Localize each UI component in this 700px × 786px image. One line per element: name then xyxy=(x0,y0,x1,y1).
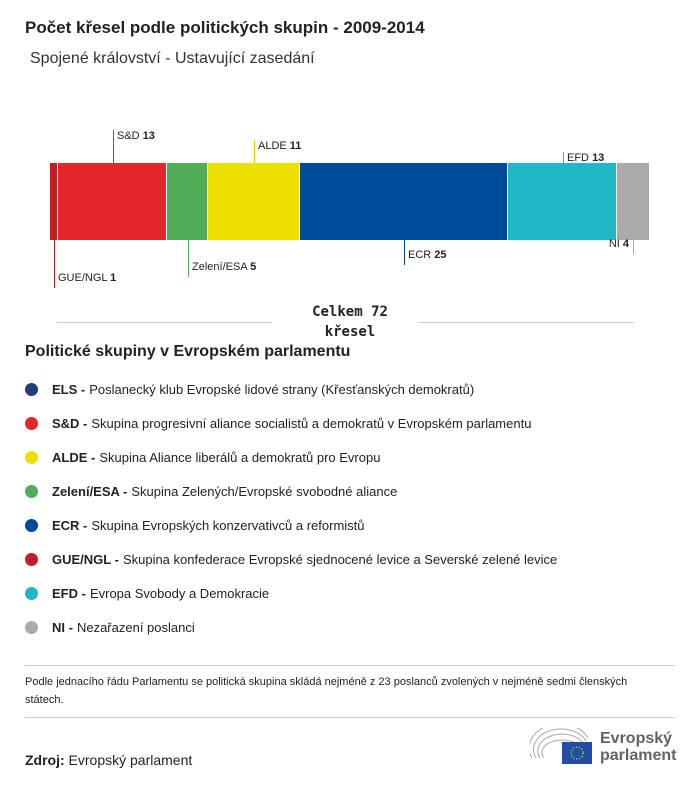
legend-abbr: ELS - xyxy=(52,381,86,397)
label-category: Zelení/ESA xyxy=(192,261,251,273)
legend-item: EFD - Evropa Svobody a Demokracie xyxy=(25,576,557,610)
legend-item: S&D - Skupina progresivní aliance sociali… xyxy=(25,406,557,440)
page-subtitle: Spojené království - Ustavující zasedání xyxy=(30,50,315,67)
bar-segment-guengl xyxy=(50,163,59,240)
legend-abbr: ALDE - xyxy=(52,449,96,465)
label-category: ECR xyxy=(408,249,435,261)
data-label: GUE/NGL 1 xyxy=(58,272,116,284)
ep-logo: Evropský parlament xyxy=(530,728,676,766)
bar-segment-alde xyxy=(208,163,300,240)
source-label: Zdroj: xyxy=(25,752,65,768)
legend-text: Evropa Svobody a Demokracie xyxy=(89,585,270,601)
legend-text: Skupina Aliance liberálů a demokratů pro… xyxy=(99,449,381,465)
divider xyxy=(418,322,634,323)
label-value: 13 xyxy=(592,152,605,164)
legend-swatch-icon xyxy=(25,552,38,566)
legend-swatch-icon xyxy=(25,450,38,464)
label-category: EFD xyxy=(567,152,593,164)
bar-segment-zelenesa xyxy=(166,163,209,240)
legend-abbr: NI - xyxy=(52,619,73,635)
legend-text: Skupina Zelených/Evropské svobodné alian… xyxy=(131,483,398,499)
leader-line xyxy=(113,130,114,163)
data-label: S&D 13 xyxy=(117,130,155,142)
label-value: 5 xyxy=(250,261,257,273)
divider xyxy=(57,322,272,323)
parliament-emblem-icon xyxy=(530,728,592,764)
legend-text: Skupina konfederace Evropské sjednocené … xyxy=(122,551,558,567)
label-category: GUE/NGL xyxy=(58,272,111,284)
data-label: NI 4 xyxy=(609,238,629,250)
leader-line xyxy=(254,140,255,163)
data-label: ALDE 11 xyxy=(258,140,301,152)
legend-swatch-icon xyxy=(25,586,38,600)
label-category: NI xyxy=(608,238,623,250)
legend-text: Nezařazení poslanci xyxy=(76,619,195,635)
legend-abbr: S&D - xyxy=(52,415,88,431)
leader-line xyxy=(54,240,55,288)
label-value: 13 xyxy=(142,130,155,142)
total-label: Celkem 72 křesel xyxy=(312,304,388,340)
divider xyxy=(25,717,675,718)
label-value: 4 xyxy=(622,238,629,250)
bar-segment-ni xyxy=(616,163,650,240)
legend-abbr: ECR - xyxy=(52,517,88,533)
legend: ELS - Poslanecký klub Evropské lidové str… xyxy=(25,372,557,644)
logo-line2: parlament xyxy=(600,747,677,764)
legend-item: GUE/NGL - Skupina konfederace Evropské sj… xyxy=(25,542,557,576)
data-label: Zelení/ESA 5 xyxy=(192,261,256,273)
leader-line xyxy=(404,240,405,265)
leader-line xyxy=(633,240,634,254)
label-category: S&D xyxy=(117,130,143,142)
bar-segment-sd xyxy=(58,163,167,240)
legend-text: Poslanecký klub Evropské lidové strany (… xyxy=(89,381,475,397)
legend-text: Skupina progresivní aliance socialistů a… xyxy=(91,415,532,431)
divider xyxy=(25,665,675,666)
label-value: 1 xyxy=(110,272,117,284)
label-value: 25 xyxy=(434,249,447,261)
bar-segment-ecr xyxy=(300,163,509,240)
source-value: Evropský parlament xyxy=(68,752,193,768)
legend-item: Zelení/ESA - Skupina Zelených/Evropské sv… xyxy=(25,474,557,508)
legend-title: Politické skupiny v Evropském parlamentu xyxy=(25,343,351,360)
legend-swatch-icon xyxy=(25,416,38,430)
leader-line xyxy=(188,240,189,277)
legend-swatch-icon xyxy=(25,484,38,498)
label-category: ALDE xyxy=(258,140,290,152)
legend-item: ELS - Poslanecký klub Evropské lidové str… xyxy=(25,372,557,406)
page-title: Počet křesel podle politických skupin - … xyxy=(25,18,425,37)
legend-abbr: EFD - xyxy=(52,585,86,601)
legend-abbr: Zelení/ESA - xyxy=(52,483,128,499)
legend-item: ECR - Skupina Evropských konzervativců a … xyxy=(25,508,557,542)
label-value: 11 xyxy=(289,140,302,152)
leader-line xyxy=(563,152,564,163)
legend-swatch-icon xyxy=(25,620,38,634)
source: Zdroj: Evropský parlament xyxy=(25,752,192,768)
legend-text: Skupina Evropských konzervativců a refor… xyxy=(91,517,365,533)
legend-item: NI - Nezařazení poslanci xyxy=(25,610,557,644)
footnote: Podle jednacího řádu Parlamentu se polit… xyxy=(25,676,628,706)
logo-line1: Evropský xyxy=(600,730,673,747)
data-label: ECR 25 xyxy=(408,249,447,261)
stacked-bar-chart: GUE/NGL 1 S&D 13 Zelení/ESA 5 ALDE 11 ECR 25… xyxy=(0,0,700,345)
bar-segment-efd xyxy=(508,163,617,240)
legend-swatch-icon xyxy=(25,382,38,396)
legend-abbr: GUE/NGL - xyxy=(52,551,119,567)
legend-item: ALDE - Skupina Aliance liberálů a demokra… xyxy=(25,440,557,474)
legend-swatch-icon xyxy=(25,518,38,532)
data-label: EFD 13 xyxy=(567,152,604,164)
